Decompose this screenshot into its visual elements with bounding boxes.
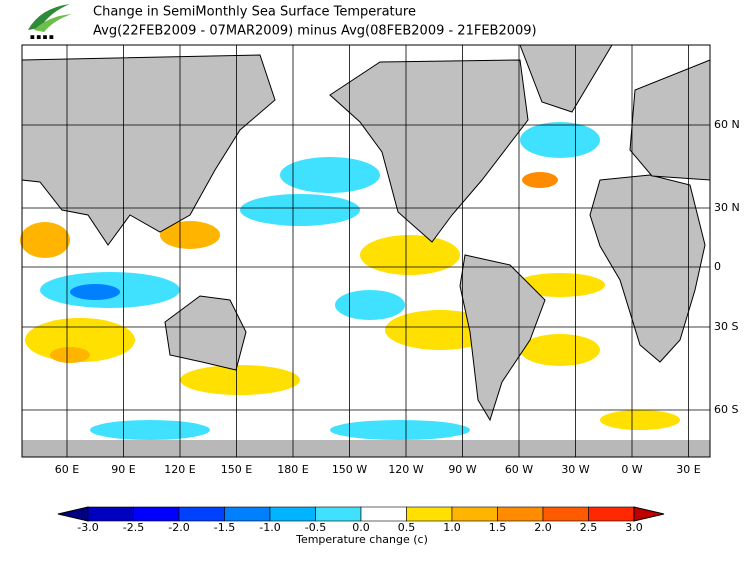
colorbar-tick-label: -2.5 [123,521,144,534]
lat-label: 0 [714,260,721,273]
colorbar-tick-label: 0.5 [398,521,416,534]
lon-label: 120 W [388,463,423,476]
lon-label: 120 E [164,463,195,476]
colorbar-tick-label: 0.0 [352,521,370,534]
colorbar-tick-label: -1.0 [259,521,280,534]
map [20,44,711,458]
lon-label: 60 W [505,463,533,476]
colorbar-segment [269,506,316,522]
map-frame [21,44,711,458]
colorbar-segment [406,506,453,522]
svg-text:■ ■ ■ ■: ■ ■ ■ ■ [30,35,54,41]
colorbar-segment [224,506,271,522]
lon-label: 0 W [621,463,642,476]
lon-label: 60 E [55,463,79,476]
colorbar-segment [87,506,134,522]
colorbar-segment [315,506,362,522]
colorbar-segment [497,506,544,522]
colorbar-segment [178,506,225,522]
lon-label: 30 W [561,463,589,476]
colorbar-tick-label: 2.5 [580,521,598,534]
colorbar-tick-label: -0.5 [305,521,326,534]
lon-label: 30 E [676,463,700,476]
colorbar-tick-label: -3.0 [77,521,98,534]
lon-label: 90 W [448,463,476,476]
lat-label: 60 N [714,118,740,131]
colorbar-segment [588,506,635,522]
lon-label: 180 E [277,463,308,476]
colorbar-segment [542,506,589,522]
colorbar: -3.0 -2.5 -2.0 -1.5 -1.0 -0.5 0.0 0.5 1.0 1.5 2.0 2… [57,506,665,534]
lat-label: 30 S [714,320,738,333]
graticule [22,45,710,457]
colorbar-tick-label: -1.5 [214,521,235,534]
colorbar-tick-label: 2.0 [534,521,552,534]
lat-label: 30 N [714,201,740,214]
lon-label: 150 W [332,463,367,476]
lon-label: 90 E [111,463,135,476]
colorbar-tick-label: 3.0 [625,521,643,534]
colorbar-segment [451,506,498,522]
anomaly-patches [20,122,680,440]
lat-label: 60 S [714,403,738,416]
colorbar-arrow [57,506,89,522]
colorbar-segment [133,506,180,522]
colorbar-tick-label: 1.0 [443,521,461,534]
colorbar-segment [360,506,407,522]
lon-label: 150 E [221,463,252,476]
land [21,44,711,457]
logo: ■ ■ ■ ■ [28,4,72,41]
subtitle: Avg(22FEB2009 - 07MAR2009) minus Avg(08F… [93,24,537,39]
colorbar-tick-label: 1.5 [489,521,507,534]
colorbar-label: Temperature change (c) [295,533,428,546]
title: Change in SemiMonthly Sea Surface Temper… [93,5,416,20]
colorbar-tick-label: -2.0 [168,521,189,534]
colorbar-arrow [633,506,665,522]
